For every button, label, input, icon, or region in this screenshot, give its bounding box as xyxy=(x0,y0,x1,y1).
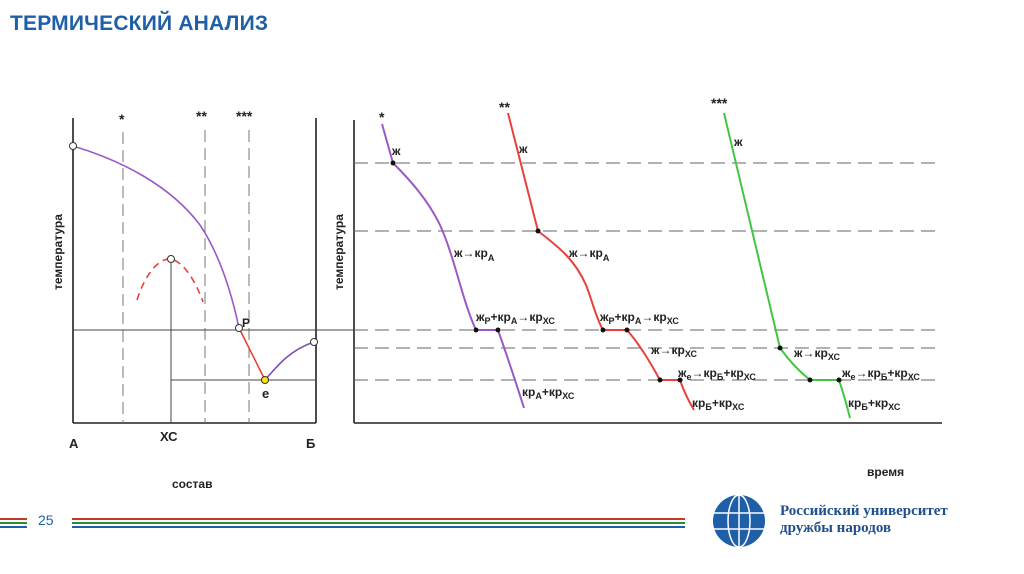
c2-zh-kr-xc: ж→крХС xyxy=(650,343,698,359)
c3-zh-label: ж xyxy=(733,135,743,149)
compound-max xyxy=(167,255,175,263)
liquidus-xc xyxy=(238,327,266,381)
curve-2-point-5 xyxy=(677,377,683,383)
c2-peritectic-label: жP+крА→крХС xyxy=(599,310,679,326)
slide-title: ТЕРМИЧЕСКИЙ АНАЛИЗ xyxy=(10,12,269,35)
c3-eutectic-label: же→крБ+крХС xyxy=(841,366,920,382)
composition-marker-1: * xyxy=(119,111,125,127)
curve-2-point-2 xyxy=(600,327,606,333)
phase-x-axis-label: состав xyxy=(172,477,212,491)
footer-stripes xyxy=(0,518,685,528)
c1-peritectic-label: жP+крА→крХС xyxy=(475,310,555,326)
cooling-x-axis-label: время xyxy=(867,465,904,479)
cooling-curves: * ** *** ж ж→крА жP+крА→крХС крА+крХС ж … xyxy=(332,95,942,479)
curve-3-point-1 xyxy=(777,345,783,351)
curve-1-point-1 xyxy=(390,160,396,166)
c1-zh-kr-a: ж→крА xyxy=(453,246,495,263)
liquidus-b xyxy=(264,341,315,381)
university-name-line1: Российский университет xyxy=(780,503,948,519)
liquidus-a xyxy=(72,145,240,329)
cooling-curve-2 xyxy=(507,112,695,411)
curve-3-point-2 xyxy=(807,377,813,383)
cooling-curve-1 xyxy=(381,123,525,409)
melting-point-b xyxy=(310,338,318,346)
c2-kr-b-kr-xc: крБ+крХС xyxy=(692,396,745,412)
curve-3-point-3 xyxy=(836,377,842,383)
cooling-y-axis-label: температура xyxy=(332,214,346,290)
curve-marker-1: * xyxy=(379,109,385,125)
curve-marker-3: *** xyxy=(711,95,728,111)
point-e-label: е xyxy=(262,386,269,401)
compound-dome xyxy=(136,258,204,303)
c2-zh-label: ж xyxy=(518,142,528,156)
c3-kr-b-kr-xc: крБ+крХС xyxy=(848,396,901,412)
label-xc: ХС xyxy=(160,429,178,444)
point-p-label: P xyxy=(242,316,250,330)
label-a: А xyxy=(69,436,79,451)
composition-marker-3: *** xyxy=(236,108,253,124)
label-b: Б xyxy=(306,436,315,451)
c3-zh-kr-xc: ж→крХС xyxy=(793,346,841,362)
phase-diagram: * ** *** P е А ХС Б состав температура xyxy=(51,108,354,491)
curve-2-point-4 xyxy=(657,377,663,383)
curve-1-point-2 xyxy=(473,327,479,333)
c2-zh-kr-a: ж→крА xyxy=(568,246,610,263)
curve-2-point-1 xyxy=(535,228,541,234)
phase-y-axis-label: температура xyxy=(51,214,65,290)
composition-marker-2: ** xyxy=(196,108,207,124)
university-name: Российский университет дружбы народов xyxy=(780,503,948,537)
page-number: 25 xyxy=(38,512,54,528)
curve-marker-2: ** xyxy=(499,99,510,115)
peritectic-point xyxy=(235,324,243,332)
melting-point-a xyxy=(69,142,77,150)
university-logo-icon xyxy=(713,494,765,548)
university-name-line2: дружбы народов xyxy=(780,520,892,536)
curve-2-point-3 xyxy=(624,327,630,333)
eutectic-point xyxy=(261,376,269,384)
c1-zh-label: ж xyxy=(391,144,401,158)
c2-eutectic-label: же→крБ+крХС xyxy=(677,366,756,382)
curve-1-point-3 xyxy=(495,327,501,333)
c1-kr-a-kr-xc: крА+крХС xyxy=(522,385,575,401)
